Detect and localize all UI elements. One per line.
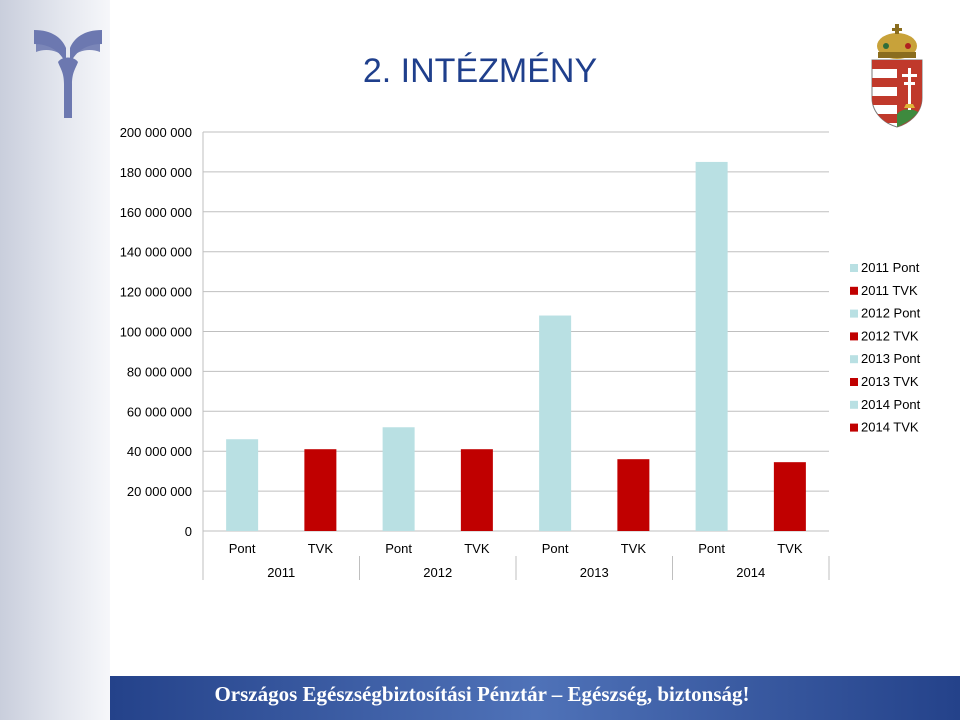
hungarian-coat-of-arms-icon [871, 24, 923, 128]
legend-swatch [850, 264, 858, 272]
legend-label: 2014 TVK [861, 420, 919, 435]
y-tick-label: 140 000 000 [120, 245, 192, 260]
bar-2012-tvk [460, 449, 493, 531]
x-group-label: 2011 [267, 565, 295, 580]
slide-title: 2. INTÉZMÉNY [362, 52, 598, 90]
y-tick-label: 200 000 000 [120, 125, 192, 140]
x-category-label: Pont [229, 541, 256, 556]
legend-label: 2012 TVK [861, 328, 919, 343]
oep-logo-icon [34, 30, 102, 118]
y-tick-label: 180 000 000 [120, 165, 192, 180]
x-category-label: Pont [385, 541, 412, 556]
y-tick-label: 60 000 000 [127, 404, 192, 419]
bar-2011-tvk [304, 449, 337, 531]
legend-label: 2011 TVK [861, 283, 918, 298]
legend-label: 2012 Pont [861, 306, 921, 321]
footer-bar [110, 676, 960, 720]
legend-label: 2014 Pont [861, 397, 921, 412]
legend-swatch [850, 423, 858, 432]
legend-label: 2013 Pont [861, 351, 921, 366]
x-category-label: TVK [777, 541, 803, 556]
legend-swatch [850, 309, 858, 318]
y-tick-label: 160 000 000 [120, 205, 192, 220]
legend-swatch [850, 286, 858, 295]
bar-2013-pont [539, 315, 572, 531]
y-tick-label: 0 [185, 524, 192, 539]
bar-2014-tvk [773, 462, 806, 531]
y-tick-label: 80 000 000 [127, 364, 192, 379]
legend-label: 2011 Pont [861, 260, 920, 275]
bar-2012-pont [382, 427, 415, 531]
legend-swatch [850, 378, 858, 386]
y-tick-label: 100 000 000 [120, 325, 192, 340]
legend-swatch [850, 355, 858, 364]
bar-2013-tvk [617, 459, 650, 531]
y-tick-label: 120 000 000 [120, 285, 192, 300]
x-category-label: Pont [542, 541, 569, 556]
side-strip [0, 0, 110, 720]
x-category-label: TVK [464, 541, 490, 556]
x-category-label: TVK [621, 541, 647, 556]
bar-2014-pont [695, 161, 728, 532]
x-group-label: 2013 [580, 565, 609, 580]
x-group-label: 2012 [423, 565, 452, 580]
y-tick-label: 40 000 000 [127, 444, 192, 459]
legend-swatch [850, 400, 858, 409]
x-category-label: TVK [308, 541, 334, 556]
bar-2011-pont [226, 439, 259, 531]
legend-swatch [850, 332, 858, 341]
x-group-label: 2014 [736, 565, 765, 580]
x-category-label: Pont [698, 541, 725, 556]
y-tick-label: 20 000 000 [127, 484, 192, 499]
footer-text: Országos Egészségbiztosítási Pénztár – E… [214, 682, 750, 706]
legend-label: 2013 TVK [861, 374, 919, 389]
